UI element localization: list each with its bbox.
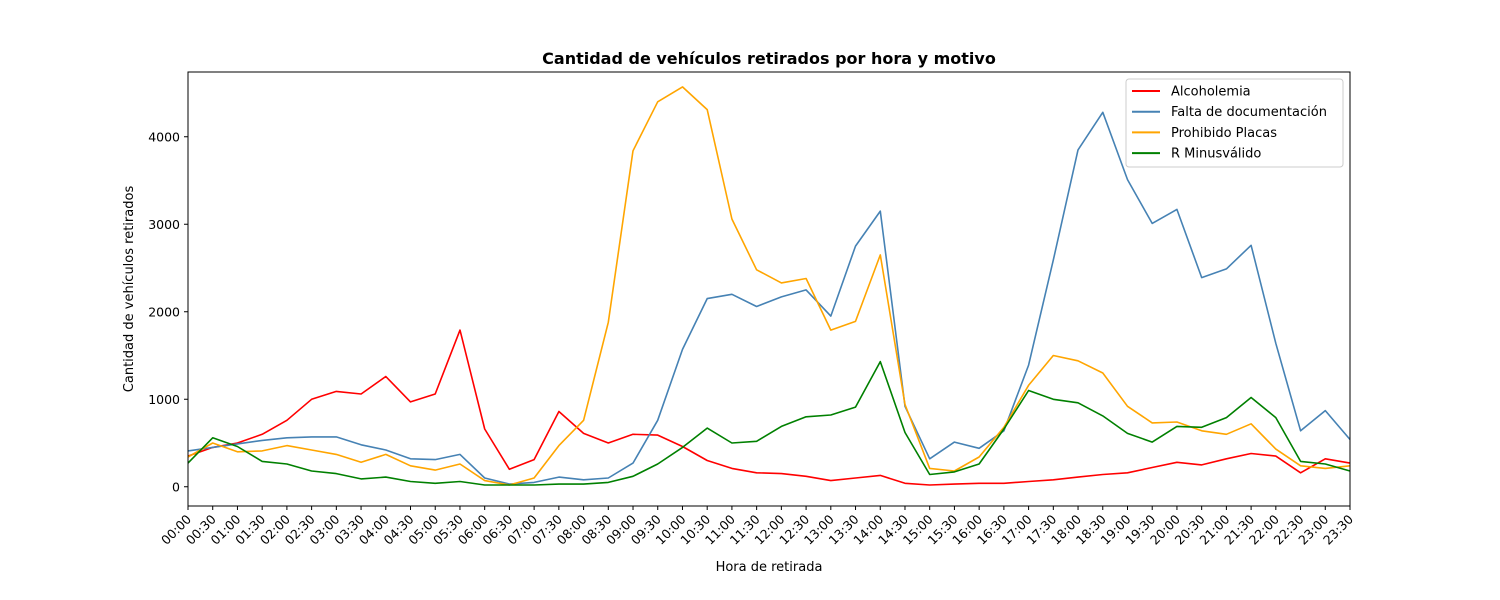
- legend-label: Prohibido Placas: [1171, 126, 1277, 141]
- series-line-0: [187, 329, 1351, 486]
- chart-title: Cantidad de vehículos retirados por hora…: [542, 49, 996, 68]
- series-line-2: [187, 86, 1351, 486]
- y-axis-label: Cantidad de vehículos retirados: [122, 186, 137, 393]
- plot-frame: [187, 71, 1351, 507]
- series-line-1: [187, 111, 1351, 485]
- legend: Alcoholemia Falta de documentación Prohibi…: [1125, 78, 1344, 168]
- series-line-3: [187, 360, 1351, 486]
- legend-box: [1125, 78, 1344, 168]
- legend-label: R Minusválido: [1171, 147, 1261, 162]
- y-tick-label: 2000: [148, 304, 180, 319]
- y-axis: 0 1000 2000 3000 4000: [148, 129, 188, 494]
- x-axis-label: Hora de retirada: [716, 560, 823, 575]
- plot-area: [187, 86, 1351, 486]
- legend-label: Alcoholemia: [1171, 85, 1251, 100]
- y-tick-label: 3000: [148, 217, 180, 232]
- x-axis: 00:0000:3001:0001:3002:0002:3003:0003:30…: [158, 506, 1356, 548]
- legend-label: Falta de documentación: [1171, 105, 1327, 120]
- y-tick-label: 4000: [148, 129, 180, 144]
- y-tick-label: 0: [172, 479, 180, 494]
- y-tick-label: 1000: [148, 392, 180, 407]
